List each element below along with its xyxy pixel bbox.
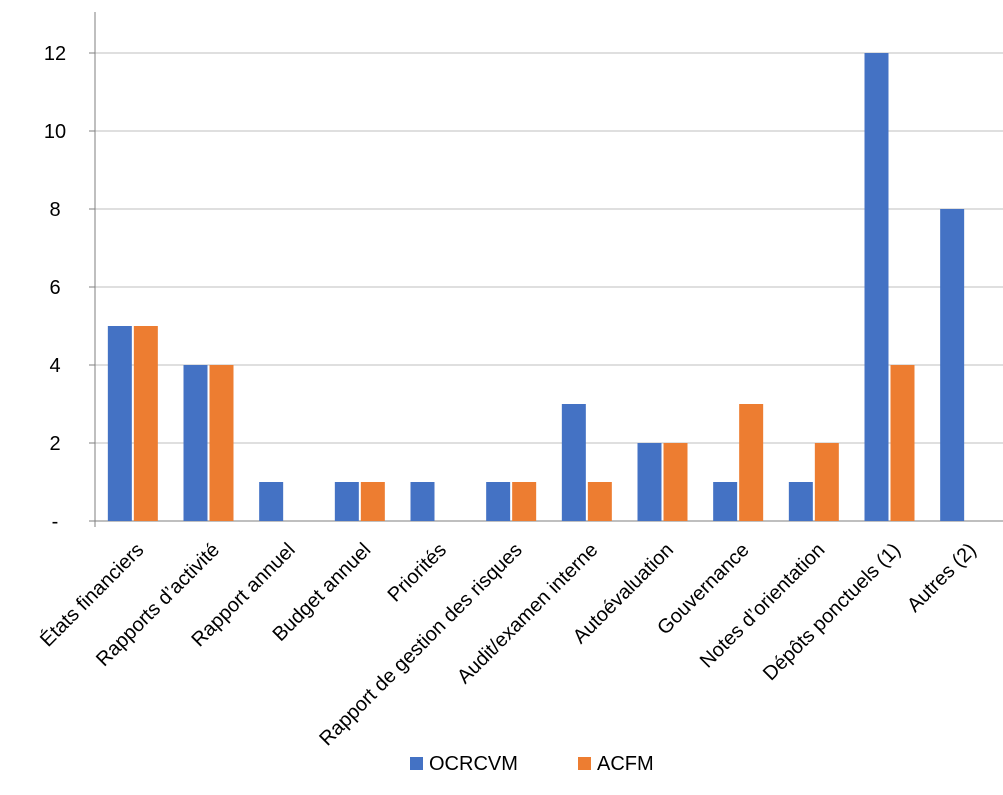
- bar-ocrcvm-0: [107, 326, 132, 521]
- bar-ocrcvm-1: [183, 365, 208, 521]
- y-tick-label: 10: [44, 121, 66, 143]
- bar-ocrcvm-10: [864, 53, 889, 521]
- axes: [89, 12, 1003, 527]
- legend-item-acfm: ACFM: [578, 753, 654, 775]
- bar-ocrcvm-4: [410, 482, 435, 521]
- bar-acfm-5: [512, 482, 537, 521]
- y-tick-label: 8: [49, 199, 60, 221]
- bar-acfm-0: [133, 326, 158, 521]
- bar-acfm-1: [209, 365, 234, 521]
- bar-acfm-3: [360, 482, 385, 521]
- legend-label: ACFM: [597, 753, 654, 775]
- bars: [107, 53, 965, 521]
- x-tick-label: Priorités: [384, 539, 451, 606]
- y-tick-label: -: [52, 511, 59, 533]
- gridlines: [95, 52, 1003, 444]
- x-tick-label: Dépôts ponctuels (1): [759, 539, 905, 685]
- y-tick-label: 6: [49, 277, 60, 299]
- legend: OCRCVM ACFM: [410, 753, 654, 775]
- bar-acfm-7: [663, 443, 688, 521]
- bar-ocrcvm-11: [940, 209, 965, 521]
- bar-acfm-6: [587, 482, 612, 521]
- y-tick-labels: - 2 4 6 8 10 12: [44, 43, 66, 533]
- bar-ocrcvm-5: [486, 482, 511, 521]
- bar-ocrcvm-8: [713, 482, 738, 521]
- legend-item-ocrcvm: OCRCVM: [410, 753, 518, 775]
- legend-swatch: [578, 757, 591, 770]
- bar-acfm-8: [739, 404, 764, 521]
- legend-swatch: [410, 757, 423, 770]
- bar-ocrcvm-2: [259, 482, 284, 521]
- bar-acfm-10: [890, 365, 915, 521]
- bar-ocrcvm-9: [788, 482, 813, 521]
- bar-ocrcvm-6: [561, 404, 586, 521]
- x-tick-label: Audit/examen interne: [453, 539, 602, 688]
- y-tick-label: 12: [44, 43, 66, 65]
- legend-label: OCRCVM: [429, 753, 518, 775]
- y-tick-label: 4: [49, 355, 60, 377]
- bar-ocrcvm-7: [637, 443, 662, 521]
- x-tick-label: Notes d’orientation: [696, 539, 829, 672]
- bar-acfm-9: [814, 443, 839, 521]
- bar-ocrcvm-3: [334, 482, 359, 521]
- y-tick-label: 2: [49, 433, 60, 455]
- x-tick-label: Autres (2): [903, 539, 981, 617]
